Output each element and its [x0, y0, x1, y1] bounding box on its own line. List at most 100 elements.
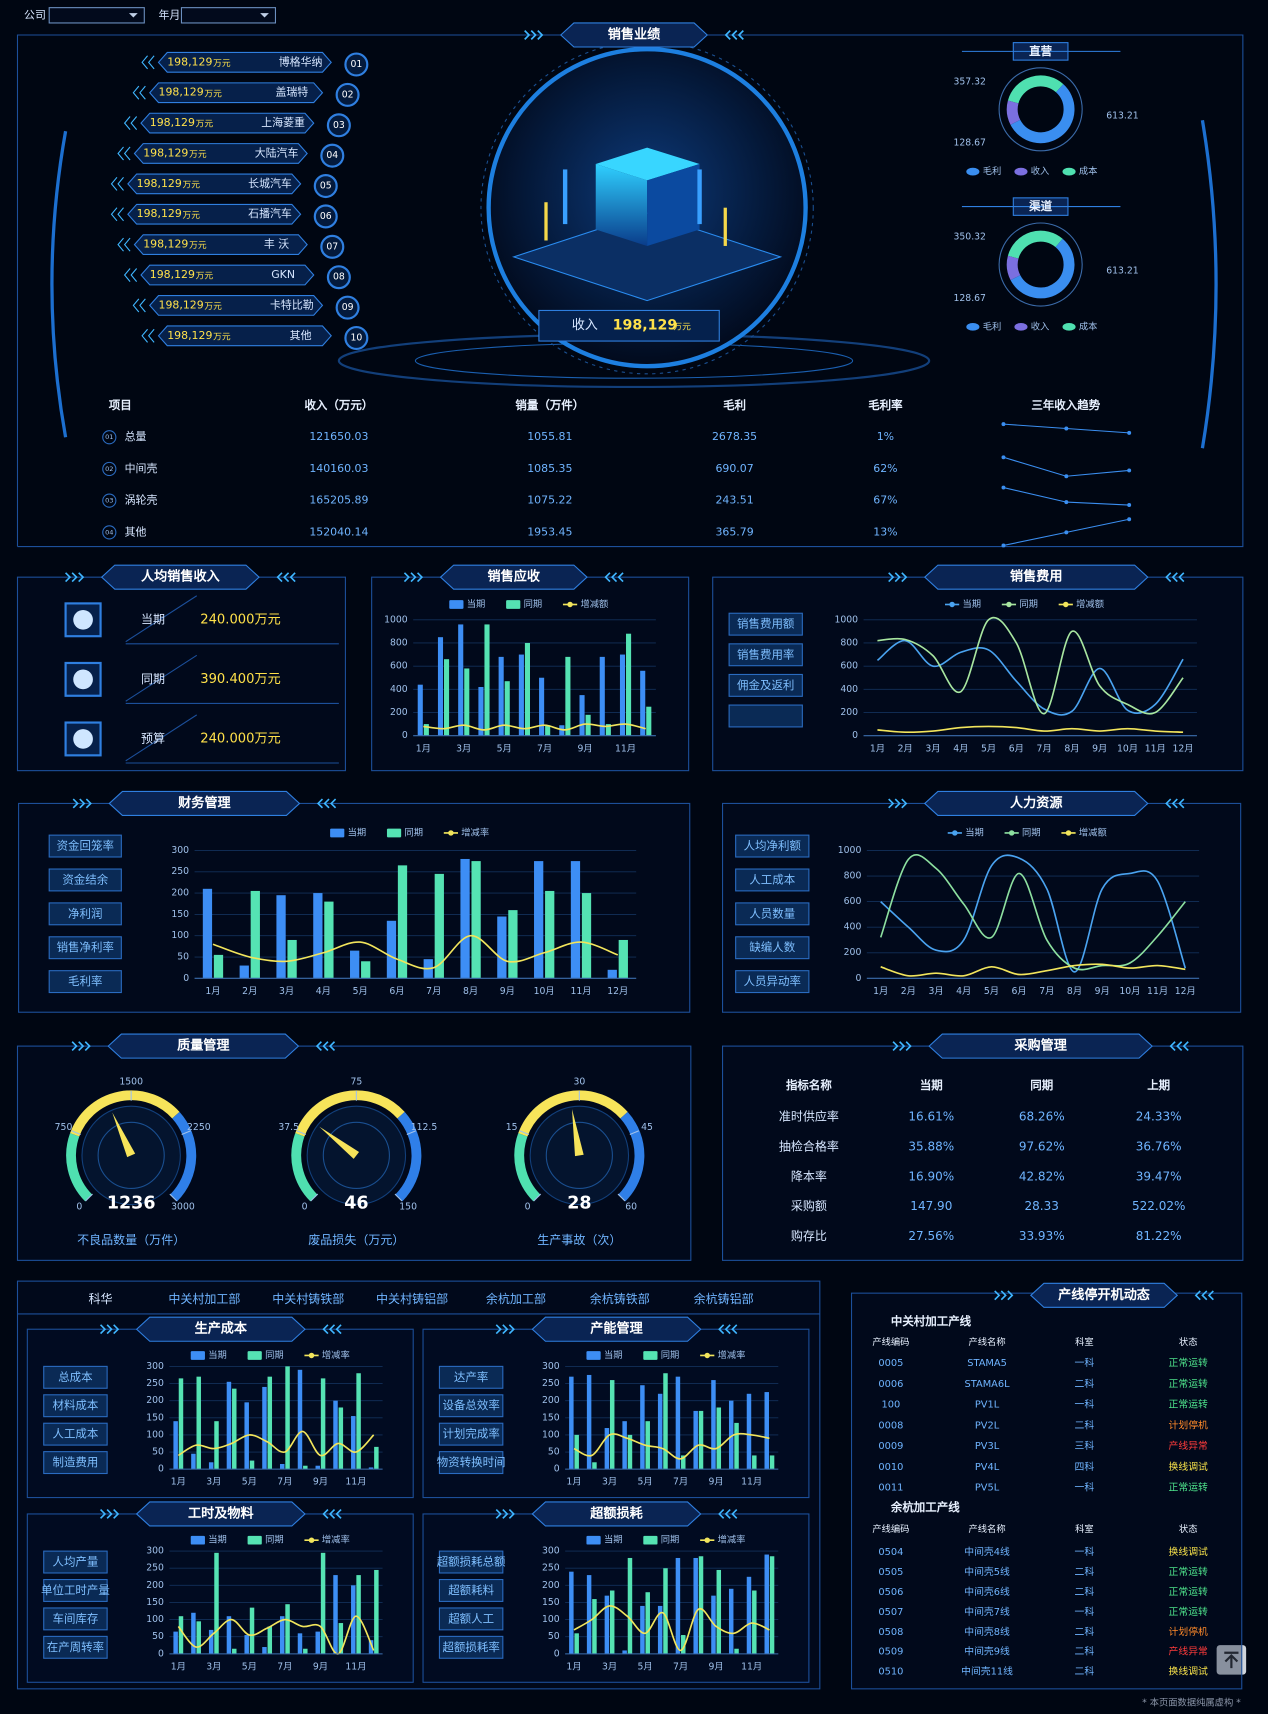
bar — [569, 1571, 574, 1654]
menu-button[interactable] — [438, 1394, 504, 1418]
menu-button[interactable] — [43, 1578, 108, 1602]
menu-button[interactable] — [43, 1394, 108, 1418]
tab[interactable]: 中关村加工部 — [168, 1291, 240, 1306]
menu-button-label[interactable]: 达产率 — [454, 1370, 488, 1384]
filter-label: 公司 — [24, 8, 46, 21]
menu-button-label[interactable]: 净利润 — [68, 906, 102, 920]
chevron — [994, 1290, 1001, 1301]
menu-button[interactable] — [438, 1607, 504, 1631]
table-cell: 购存比 — [791, 1228, 827, 1243]
menu-button-label[interactable]: 人员数量 — [749, 906, 795, 920]
menu-button[interactable] — [43, 1451, 108, 1475]
x-tick-label: 12月 — [1175, 986, 1196, 997]
bar — [276, 895, 286, 979]
menu-button[interactable] — [728, 704, 803, 728]
menu-button-label[interactable]: 人工成本 — [52, 1427, 98, 1441]
x-tick-label: 9月 — [709, 1661, 724, 1672]
menu-button[interactable] — [438, 1451, 504, 1475]
trend-dot — [1127, 517, 1132, 522]
tab[interactable]: 中关村铸铝部 — [376, 1291, 448, 1306]
menu-button[interactable] — [735, 902, 810, 926]
menu-button[interactable] — [735, 868, 810, 892]
menu-button-label[interactable]: 超额人工 — [448, 1611, 494, 1625]
table-cell: 二科 — [1075, 1377, 1095, 1390]
menu-button-label[interactable]: 总成本 — [58, 1370, 93, 1384]
dropdown[interactable] — [48, 7, 145, 24]
menu-button-label[interactable]: 材料成本 — [52, 1398, 98, 1412]
menu-button[interactable] — [438, 1550, 504, 1574]
menu-button[interactable] — [48, 834, 122, 858]
menu-button[interactable] — [438, 1365, 504, 1389]
menu-button[interactable] — [43, 1365, 108, 1389]
menu-button[interactable] — [48, 868, 122, 892]
menu-button-label[interactable]: 设备总效率 — [442, 1398, 499, 1412]
y-tick-label: 1000 — [838, 845, 862, 856]
chevron — [617, 572, 624, 583]
menu-button[interactable] — [728, 673, 803, 697]
menu-button-label[interactable]: 超额损耗总额 — [437, 1555, 506, 1569]
rank-number: 01 — [350, 59, 362, 70]
x-tick-label: 9月 — [500, 986, 515, 997]
menu-button-label[interactable]: 人工成本 — [749, 872, 795, 886]
menu-button[interactable] — [728, 612, 803, 636]
bar — [663, 1373, 668, 1470]
bar — [178, 1378, 184, 1470]
menu-button[interactable] — [438, 1635, 504, 1659]
tab[interactable]: 科华 — [89, 1291, 113, 1306]
menu-button[interactable] — [48, 936, 122, 960]
menu-button-label[interactable]: 资金结余 — [62, 872, 108, 886]
dropdown[interactable] — [180, 7, 277, 24]
menu-button[interactable] — [43, 1550, 108, 1574]
tab[interactable]: 中关村铸铁部 — [272, 1291, 344, 1306]
table-cell: 16.61% — [908, 1110, 954, 1124]
menu-button-label[interactable]: 超额损耗率 — [442, 1640, 499, 1654]
table-cell: 二科 — [1075, 1665, 1095, 1678]
y-tick-label: 400 — [840, 684, 858, 695]
menu-button-label[interactable]: 销售净利率 — [57, 940, 114, 954]
menu-button-label[interactable]: 在产周转率 — [47, 1640, 104, 1654]
rank-value: 198,129 — [159, 86, 204, 99]
x-tick-label: 11月 — [1145, 743, 1166, 754]
menu-button[interactable] — [48, 902, 122, 926]
item-value: 240.000万元 — [200, 731, 280, 746]
menu-button-label[interactable]: 超额耗料 — [448, 1583, 494, 1597]
menu-button-label[interactable]: 佣金及返利 — [737, 678, 794, 692]
line-series — [423, 723, 646, 731]
menu-button[interactable] — [48, 970, 122, 994]
rank-unit: 万元 — [183, 211, 201, 221]
menu-button[interactable] — [43, 1422, 108, 1446]
x-tick-label: 11月 — [570, 986, 591, 997]
tab[interactable]: 余杭铸铝部 — [694, 1291, 754, 1306]
menu-button-label[interactable]: 毛利率 — [68, 974, 102, 988]
chevron — [403, 572, 410, 583]
menu-button[interactable] — [735, 936, 810, 960]
menu-button[interactable] — [43, 1607, 108, 1631]
menu-button-label[interactable]: 销售费用率 — [737, 647, 794, 661]
rank-bar — [133, 143, 308, 164]
menu-button-label[interactable]: 人均产量 — [52, 1555, 98, 1569]
menu-button-label[interactable]: 计划完成率 — [442, 1427, 499, 1441]
bar — [262, 1386, 267, 1470]
menu-button-label[interactable]: 销售费用额 — [737, 617, 795, 631]
menu-button-label[interactable]: 物资转换时间 — [437, 1455, 506, 1469]
menu-button-label[interactable]: 制造费用 — [52, 1455, 98, 1469]
scroll-top-button[interactable] — [1216, 1645, 1247, 1675]
tab[interactable]: 余杭铸铁部 — [590, 1291, 650, 1306]
menu-button-label[interactable]: 人均净利额 — [744, 839, 802, 853]
y-tick-label: 600 — [390, 661, 408, 672]
menu-button[interactable] — [735, 970, 810, 994]
menu-button-label[interactable]: 资金回笼率 — [57, 839, 114, 853]
legend-swatch — [949, 601, 955, 608]
x-tick-label: 9月 — [313, 1661, 328, 1672]
menu-button[interactable] — [735, 834, 810, 858]
menu-button[interactable] — [438, 1422, 504, 1446]
tab[interactable]: 余杭加工部 — [486, 1291, 546, 1306]
menu-button[interactable] — [728, 643, 803, 667]
menu-button-label[interactable]: 人员异动率 — [744, 974, 801, 988]
menu-button[interactable] — [438, 1578, 504, 1602]
menu-button[interactable] — [43, 1635, 108, 1659]
menu-button-label[interactable]: 缺编人数 — [749, 940, 795, 954]
menu-button-label[interactable]: 单位工时产量 — [41, 1583, 110, 1597]
menu-button-label[interactable]: 车间库存 — [52, 1611, 98, 1625]
x-tick-label: 7月 — [673, 1477, 688, 1488]
